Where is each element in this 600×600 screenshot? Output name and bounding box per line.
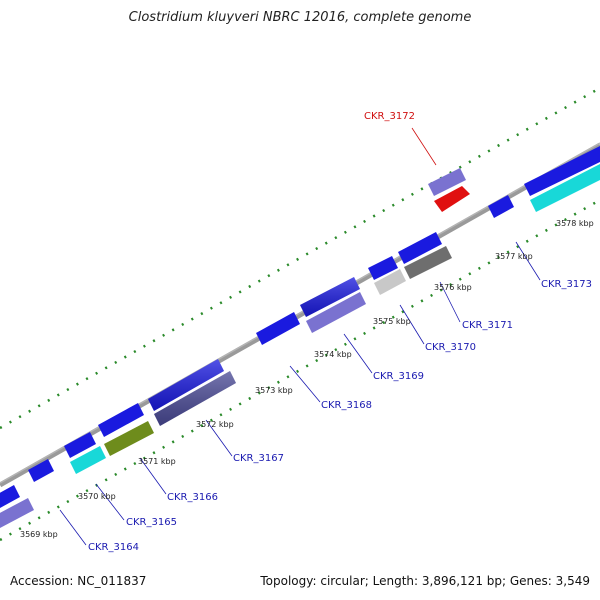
gene-block[interactable] <box>104 421 154 456</box>
map-title: Clostridium kluyveri NBRC 12016, complet… <box>128 10 472 25</box>
gene-block[interactable] <box>398 232 442 264</box>
gene-block[interactable] <box>488 195 514 218</box>
genome-summary: Topology: circular; Length: 3,896,121 bp… <box>260 574 590 588</box>
gene-block[interactable] <box>524 146 600 196</box>
gene-block[interactable] <box>0 498 34 528</box>
gene-label-ckr-3172[interactable]: CKR_3172 <box>364 111 415 122</box>
inner-dotted-track <box>0 198 600 542</box>
gene-label-ckr-3170[interactable]: CKR_3170 <box>425 342 476 353</box>
gene-block[interactable] <box>530 164 600 212</box>
tick-label: 3570 kbp <box>78 492 116 501</box>
tick-label: 3574 kbp <box>314 350 352 359</box>
tick-label: 3572 kbp <box>196 420 234 429</box>
gene-features <box>0 146 600 528</box>
gene-label-ckr-3165[interactable]: CKR_3165 <box>126 517 177 528</box>
gene-block[interactable] <box>256 312 300 345</box>
gene-label-ckr-3173[interactable]: CKR_3173 <box>541 279 592 290</box>
tick-label: 3577 kbp <box>495 252 533 261</box>
gene-label-ckr-3164[interactable]: CKR_3164 <box>88 542 139 553</box>
gene-label-ckr-3166[interactable]: CKR_3166 <box>167 492 218 503</box>
tick-label: 3569 kbp <box>20 530 58 539</box>
gene-label-ckr-3171[interactable]: CKR_3171 <box>462 320 513 331</box>
gene-block[interactable] <box>374 269 406 295</box>
leader-lines <box>59 127 541 546</box>
gene-label-ckr-3168[interactable]: CKR_3168 <box>321 400 372 411</box>
gene-block[interactable] <box>64 432 96 458</box>
accession-label: Accession: NC_011837 <box>10 574 147 588</box>
gene-block[interactable] <box>306 292 366 333</box>
gene-block[interactable] <box>404 246 452 279</box>
gene-label-ckr-3169[interactable]: CKR_3169 <box>373 371 424 382</box>
gene-block[interactable] <box>434 186 470 212</box>
gene-block[interactable] <box>428 168 466 196</box>
gene-block[interactable] <box>98 403 144 437</box>
tick-label: 3573 kbp <box>255 386 293 395</box>
tick-label: 3576 kbp <box>434 283 472 292</box>
gene-block[interactable] <box>0 485 20 508</box>
gene-block[interactable] <box>368 256 398 280</box>
gene-label-ckr-3167[interactable]: CKR_3167 <box>233 453 284 464</box>
tick-label: 3575 kbp <box>373 317 411 326</box>
gene-block[interactable] <box>28 459 54 482</box>
tick-label: 3571 kbp <box>138 457 176 466</box>
tick-label: 3578 kbp <box>556 219 594 228</box>
gene-block[interactable] <box>70 446 106 474</box>
